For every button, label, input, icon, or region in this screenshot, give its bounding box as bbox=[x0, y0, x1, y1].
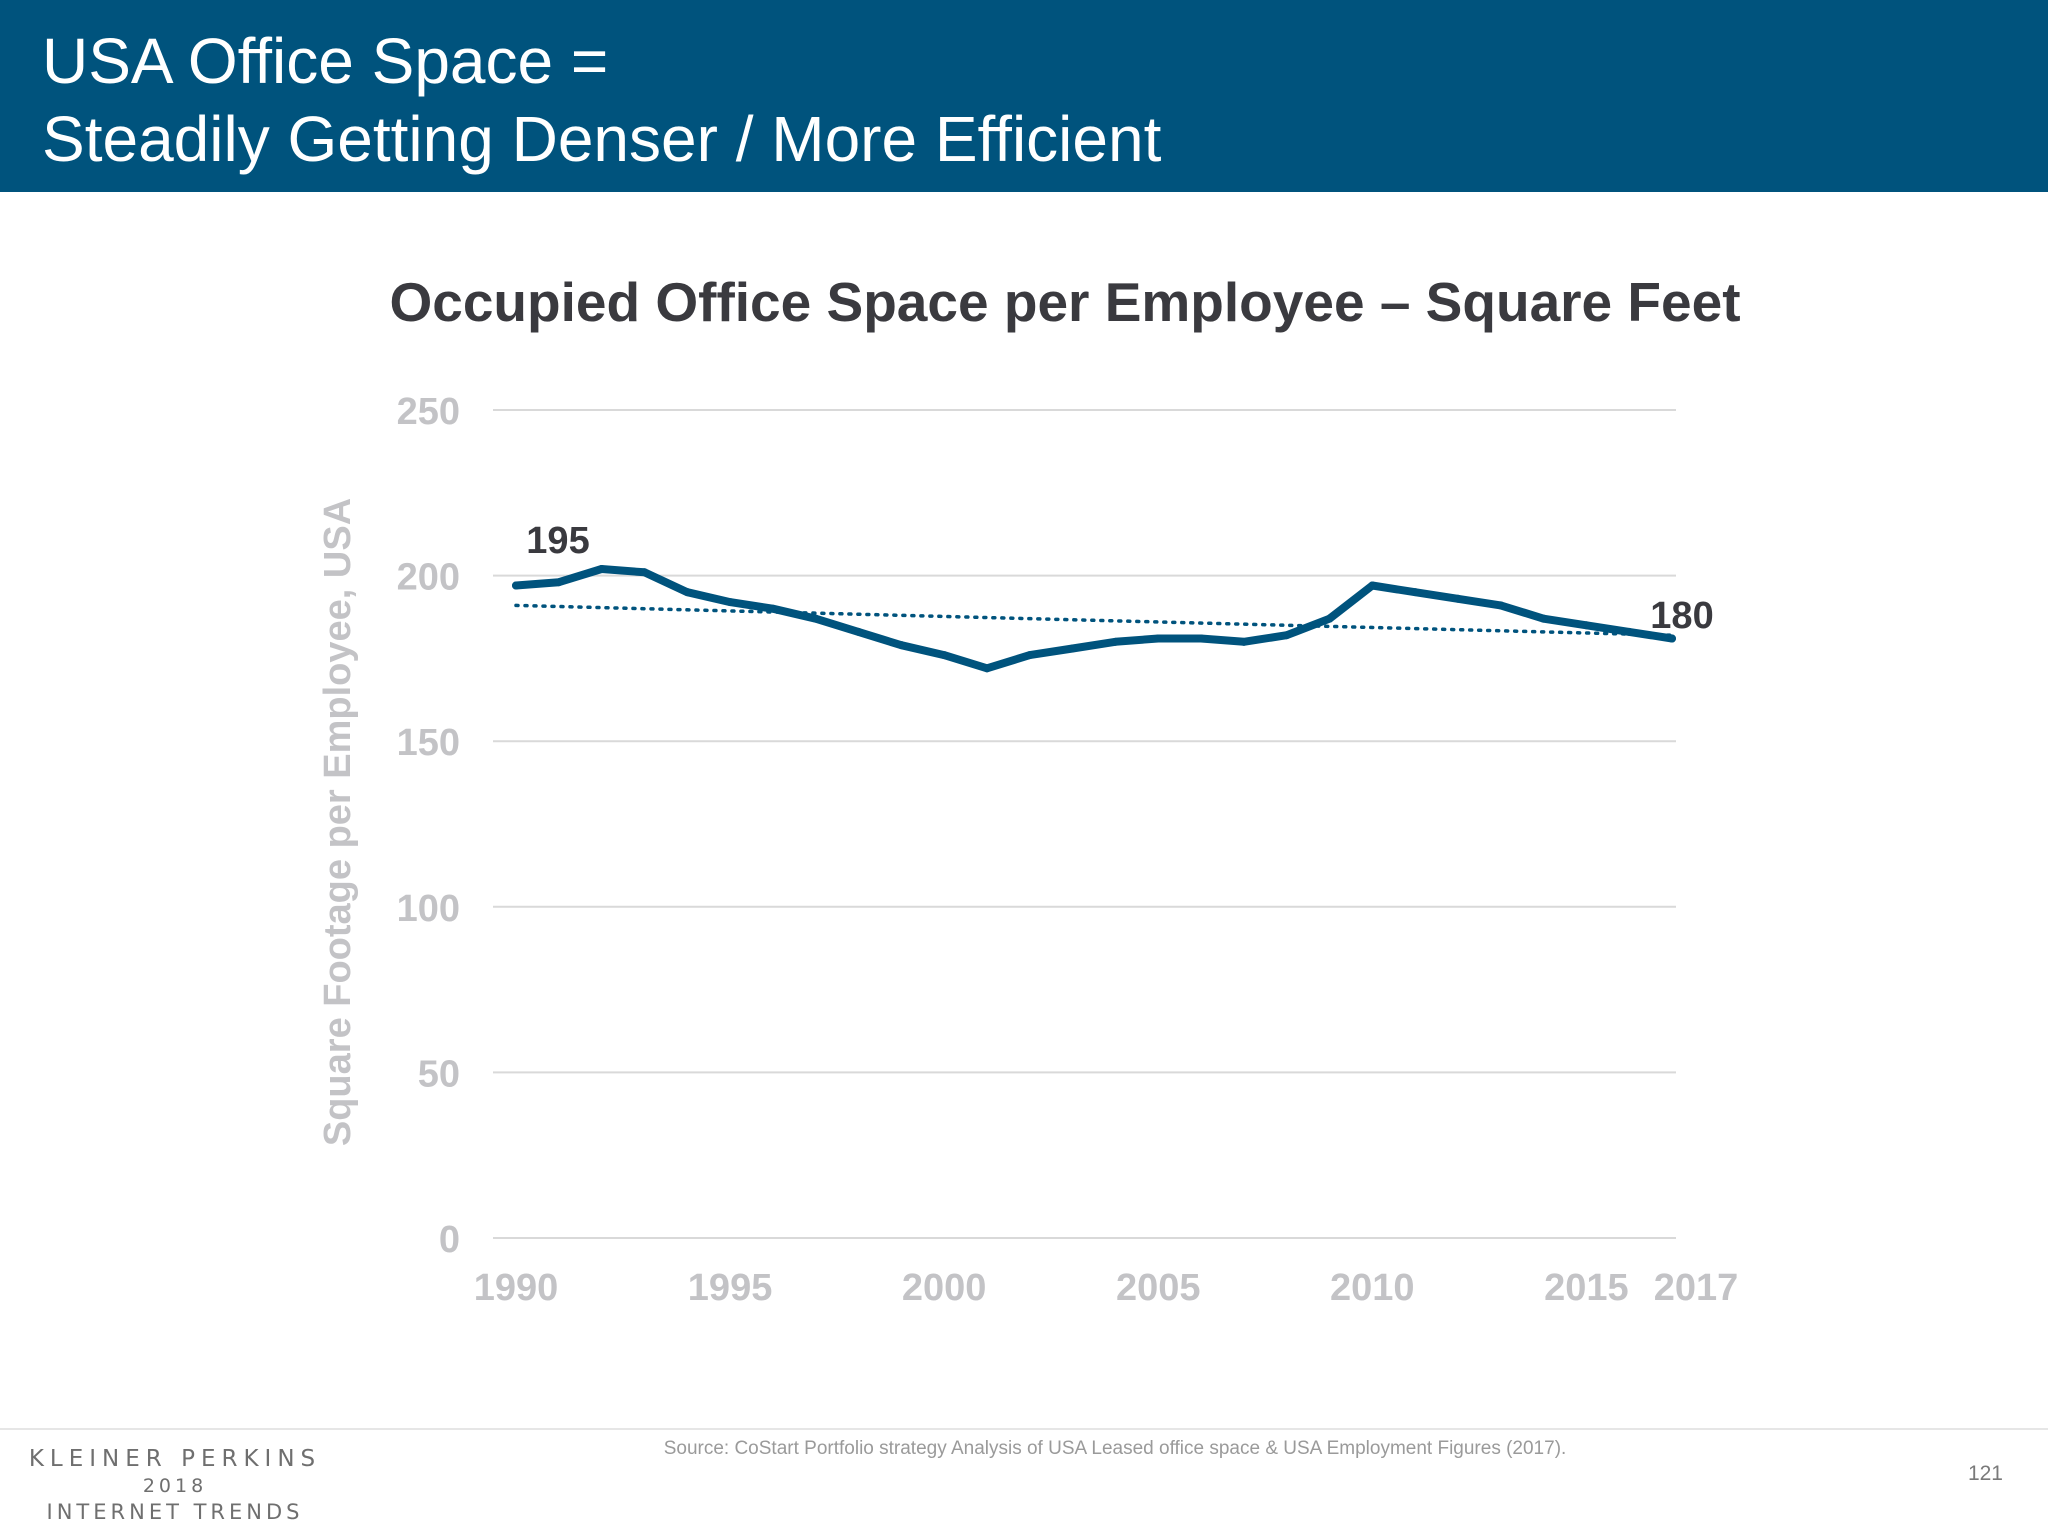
x-tick-label: 2000 bbox=[902, 1267, 987, 1309]
data-point bbox=[1668, 634, 1676, 643]
data-point bbox=[982, 664, 991, 673]
data-point bbox=[897, 641, 906, 650]
data-point bbox=[1239, 637, 1248, 646]
y-tick-label: 150 bbox=[397, 722, 460, 764]
data-point bbox=[768, 604, 777, 613]
data-point bbox=[1582, 621, 1591, 630]
data-point bbox=[1282, 631, 1291, 640]
data-point bbox=[554, 578, 563, 587]
data-point bbox=[811, 614, 820, 623]
y-tick-label: 250 bbox=[397, 391, 460, 433]
chart-title-container: Occupied Office Space per Employee – Squ… bbox=[0, 0, 2048, 400]
data-point bbox=[1539, 614, 1548, 623]
slide-header: USA Office Space = Steadily Getting Dens… bbox=[0, 0, 2048, 192]
y-axis-ticks: 0 50 100 150 200 250 bbox=[397, 391, 460, 1261]
x-axis-ticks: 1990 1995 2000 2005 2010 2015 2017 bbox=[474, 1267, 1739, 1309]
data-point bbox=[1411, 588, 1420, 597]
data-point bbox=[1025, 651, 1034, 660]
data-point bbox=[1154, 634, 1163, 643]
data-point bbox=[940, 651, 949, 660]
data-point bbox=[1197, 634, 1206, 643]
data-point bbox=[1625, 627, 1634, 636]
source-container: Source: CoStart Portfolio strategy Analy… bbox=[0, 1430, 2048, 1470]
chart-title: Occupied Office Space per Employee – Squ… bbox=[389, 271, 1741, 333]
slide-title-line-2: Steadily Getting Denser / More Efficient bbox=[42, 103, 1162, 175]
x-tick-label: 2017 bbox=[1654, 1267, 1739, 1309]
data-point bbox=[1368, 581, 1377, 590]
source-note: Source: CoStart Portfolio strategy Analy… bbox=[663, 1438, 1567, 1459]
series-line bbox=[512, 565, 1676, 673]
data-annotations: 195 180 bbox=[526, 520, 1713, 637]
data-point bbox=[597, 564, 606, 573]
y-axis-label: Square Footage per Employee, USA bbox=[317, 498, 359, 1146]
logo-line-2: 2018 bbox=[142, 1475, 208, 1497]
data-point bbox=[1496, 601, 1505, 610]
trendline bbox=[514, 603, 1674, 637]
y-tick-label: 100 bbox=[397, 888, 460, 930]
grid-lines bbox=[493, 409, 1676, 1239]
data-point bbox=[683, 588, 692, 597]
x-tick-label: 2010 bbox=[1330, 1267, 1415, 1309]
kleiner-perkins-logo: KLEINER PERKINS 2018 INTERNET TRENDS bbox=[20, 1444, 330, 1526]
logo-line-1: KLEINER PERKINS bbox=[28, 1446, 322, 1472]
data-point bbox=[1111, 637, 1120, 646]
y-tick-label: 200 bbox=[397, 557, 460, 599]
data-point bbox=[726, 598, 735, 607]
series-points bbox=[512, 564, 1676, 673]
line-chart: 0 50 100 150 200 250 1990 1995 2000 2005 2010 2015… bbox=[317, 391, 1739, 1309]
data-label: 195 bbox=[526, 520, 589, 562]
data-label: 180 bbox=[1650, 595, 1713, 637]
data-point bbox=[1068, 644, 1077, 653]
logo-line-3: INTERNET TRENDS bbox=[46, 1500, 304, 1524]
series-lines bbox=[512, 565, 1676, 673]
y-tick-label: 0 bbox=[439, 1219, 460, 1261]
x-tick-label: 1995 bbox=[688, 1267, 773, 1309]
page-number: 121 bbox=[1967, 1462, 2003, 1485]
data-point bbox=[854, 627, 863, 636]
data-point bbox=[1453, 594, 1462, 603]
data-point bbox=[1325, 614, 1334, 623]
data-point bbox=[512, 581, 520, 590]
x-tick-label: 2005 bbox=[1116, 1267, 1201, 1309]
y-tick-label: 50 bbox=[418, 1053, 460, 1095]
slide-title-line-1: USA Office Space = bbox=[42, 25, 609, 97]
x-tick-label: 1990 bbox=[474, 1267, 559, 1309]
footer-divider bbox=[0, 1428, 2048, 1430]
data-point bbox=[640, 568, 649, 577]
x-tick-label: 2015 bbox=[1544, 1267, 1629, 1309]
